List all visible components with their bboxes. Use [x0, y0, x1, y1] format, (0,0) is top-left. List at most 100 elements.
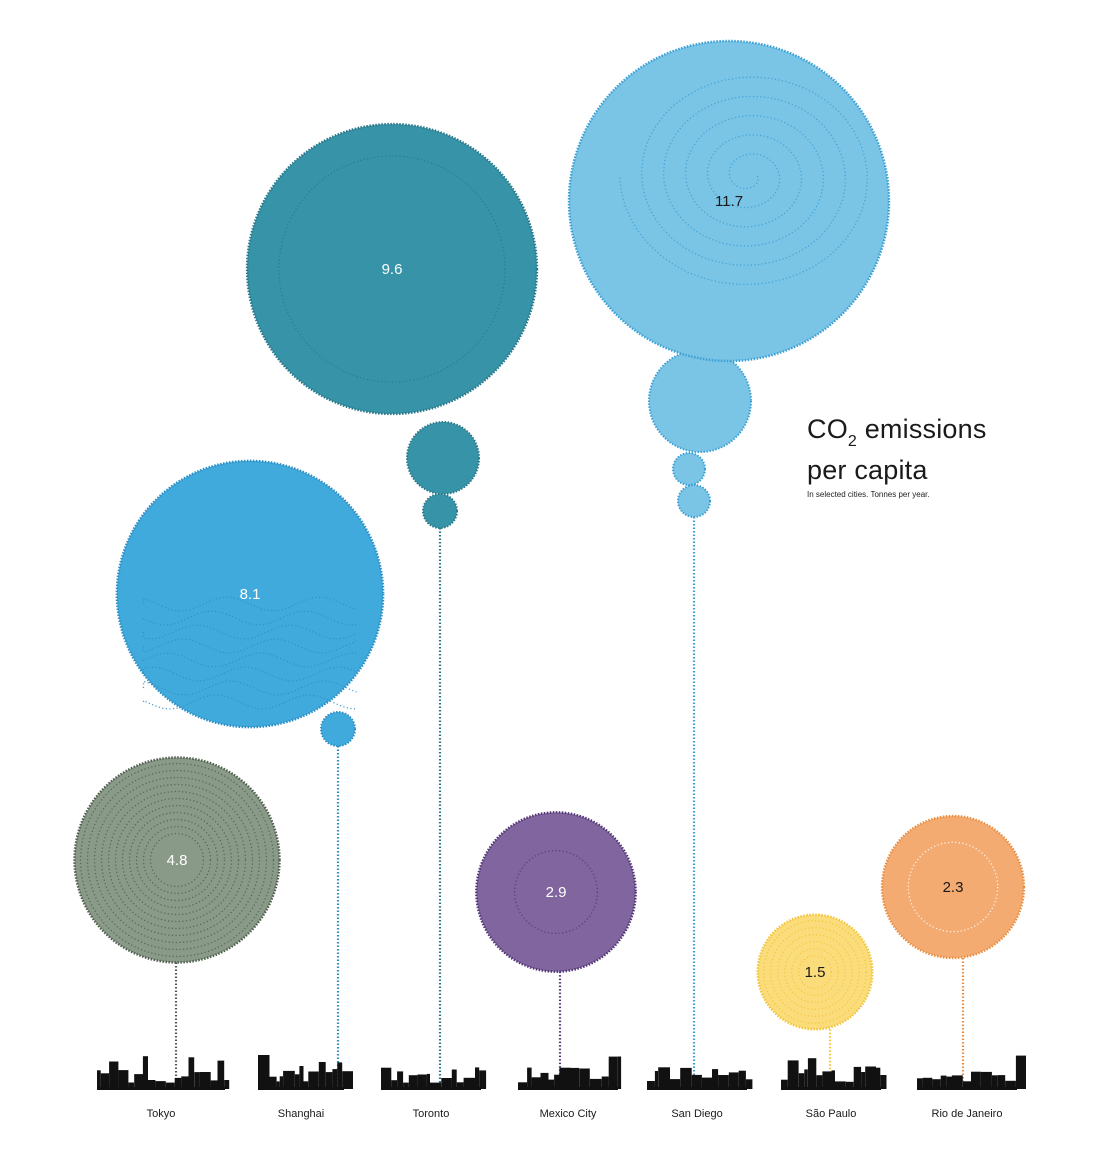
bubble-san-diego	[567, 39, 891, 363]
bubble-group-s-o-paulo: 1.5 São Paulo	[756, 913, 887, 1120]
skyline-building	[258, 1055, 270, 1089]
pattern-ring	[128, 811, 226, 909]
skyline-building	[718, 1075, 729, 1089]
skyline-building	[299, 1066, 304, 1089]
bubble-mexico-city	[475, 811, 637, 973]
skyline-building	[831, 1070, 835, 1089]
skyline-building	[475, 1067, 480, 1089]
small-bubble-shanghai-1	[320, 711, 356, 747]
pattern-ring	[791, 948, 839, 996]
skyline-building	[669, 1079, 681, 1089]
skyline-building	[951, 1075, 963, 1089]
skyline-building	[397, 1071, 404, 1089]
skyline-building	[276, 1081, 280, 1089]
skyline-base	[258, 1087, 344, 1090]
pattern-ring	[100, 783, 254, 937]
skyline-building	[816, 1075, 823, 1089]
skyline-building	[589, 1078, 602, 1089]
skyline-building	[109, 1061, 119, 1089]
pattern-ring	[149, 832, 205, 888]
skyline-toronto	[381, 1067, 487, 1090]
bubble-s-o-paulo	[756, 913, 874, 1031]
skyline-building	[148, 1080, 156, 1089]
skyline-building	[451, 1069, 457, 1089]
pattern-ring	[93, 776, 261, 944]
value-label-san-diego: 11.7	[715, 193, 743, 210]
skyline-building	[548, 1079, 554, 1089]
skyline-building	[217, 1060, 225, 1089]
skyline-mexico-city	[518, 1056, 622, 1090]
city-label-tokyo: Tokyo	[147, 1108, 176, 1120]
pattern-ring	[142, 825, 212, 895]
skyline-building	[128, 1082, 135, 1089]
value-label-tokyo: 4.8	[167, 852, 188, 869]
skyline-building	[417, 1074, 427, 1089]
skyline-building	[531, 1077, 541, 1089]
skyline-building	[1015, 1055, 1026, 1089]
skyline-building	[861, 1072, 866, 1089]
title-prefix: CO	[807, 414, 848, 444]
skyline-building	[701, 1077, 712, 1089]
skyline-building	[342, 1071, 353, 1089]
skyline-building	[745, 1079, 753, 1089]
small-bubble-san-diego-2	[672, 452, 706, 486]
skyline-building	[971, 1071, 981, 1089]
skyline-building	[798, 1073, 805, 1089]
chart-title-line2: per capita	[807, 455, 928, 486]
pattern-ring	[135, 818, 219, 902]
skyline-building	[946, 1076, 952, 1089]
value-label-shanghai: 8.1	[240, 586, 261, 603]
skyline-building	[294, 1074, 300, 1089]
skyline-building	[303, 1081, 309, 1089]
bubble-pattern-toronto	[278, 155, 506, 383]
skyline-building	[518, 1082, 528, 1089]
title-suffix: emissions	[857, 414, 987, 444]
bubble-rio-de-janeiro	[880, 814, 1026, 960]
bubble-group-san-diego: 11.7 San Diego	[567, 39, 891, 1120]
small-bubble-san-diego-3	[677, 484, 711, 518]
skyline-building	[337, 1062, 343, 1089]
value-label-mexico-city: 2.9	[546, 884, 567, 901]
bubble-group-rio-de-janeiro: 2.3 Rio de Janeiro	[880, 814, 1026, 1120]
city-label-shanghai: Shanghai	[278, 1108, 325, 1120]
pattern-ring	[777, 934, 853, 1010]
skyline-base	[917, 1087, 1017, 1090]
skyline-building	[479, 1070, 487, 1089]
pattern-ring	[798, 955, 832, 989]
skyline-building	[188, 1057, 195, 1089]
skyline-building	[118, 1070, 129, 1089]
small-bubble-san-diego-1	[648, 349, 752, 453]
city-label-san-diego: San Diego	[671, 1108, 722, 1120]
pattern-wave	[142, 666, 357, 682]
skyline-building	[997, 1075, 1006, 1089]
skyline-building	[579, 1068, 590, 1089]
skyline-building	[194, 1072, 200, 1089]
skyline-building	[991, 1075, 998, 1089]
skyline-building	[822, 1071, 832, 1089]
skyline-building	[917, 1078, 923, 1089]
skyline-building	[712, 1069, 719, 1089]
skyline-building	[781, 1079, 788, 1089]
skyline-building	[283, 1070, 295, 1089]
skyline-building	[430, 1082, 442, 1089]
skyline-base	[381, 1087, 481, 1090]
skyline-building	[981, 1071, 992, 1089]
value-label-toronto: 9.6	[382, 261, 403, 278]
city-label-mexico-city: Mexico City	[540, 1108, 597, 1120]
skyline-building	[738, 1070, 746, 1089]
skyline-building	[728, 1072, 739, 1089]
skyline-base	[518, 1087, 618, 1090]
skyline-building	[224, 1080, 230, 1089]
pattern-wave	[142, 624, 357, 640]
bubble-shanghai	[115, 459, 385, 729]
skyline-building	[279, 1076, 284, 1089]
pattern-ring	[770, 927, 860, 1017]
skyline-building	[654, 1071, 659, 1089]
pattern-ring	[114, 797, 240, 923]
value-label-s-o-paulo: 1.5	[805, 964, 826, 981]
skyline-building	[617, 1056, 622, 1089]
bubble-pattern-tokyo	[79, 762, 275, 958]
pattern-ring	[79, 762, 275, 958]
skyline-building	[691, 1074, 702, 1089]
